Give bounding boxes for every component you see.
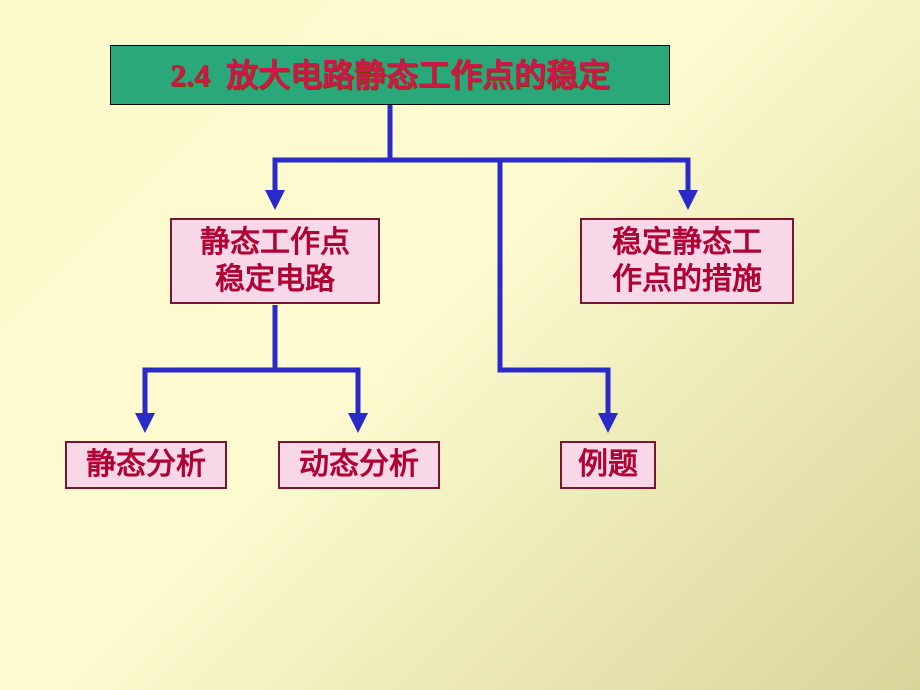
node-static-label: 静态分析 <box>86 446 206 484</box>
diagram-canvas: 2.4 放大电路静态工作点的稳定静态工作点 稳定电路 稳定静态工 作点的措施静态分… <box>0 0 920 690</box>
node-dynamic-label: 动态分析 <box>299 446 419 484</box>
node-static: 静态分析 <box>65 441 227 489</box>
node-left_mid-label: 静态工作点 稳定电路 <box>200 224 350 299</box>
node-title: 2.4 放大电路静态工作点的稳定 <box>110 45 670 105</box>
node-title-label: 2.4 放大电路静态工作点的稳定 <box>170 55 610 95</box>
node-dynamic: 动态分析 <box>278 441 440 489</box>
node-example-label: 例题 <box>578 446 638 484</box>
node-right_mid: 稳定静态工 作点的措施 <box>580 218 794 304</box>
connector-3 <box>275 305 358 423</box>
node-left_mid: 静态工作点 稳定电路 <box>170 218 380 304</box>
connector-2 <box>145 305 275 423</box>
node-example: 例题 <box>560 441 656 489</box>
connector-1 <box>390 105 688 200</box>
node-right_mid-label: 稳定静态工 作点的措施 <box>612 224 762 299</box>
connector-0 <box>275 105 390 200</box>
